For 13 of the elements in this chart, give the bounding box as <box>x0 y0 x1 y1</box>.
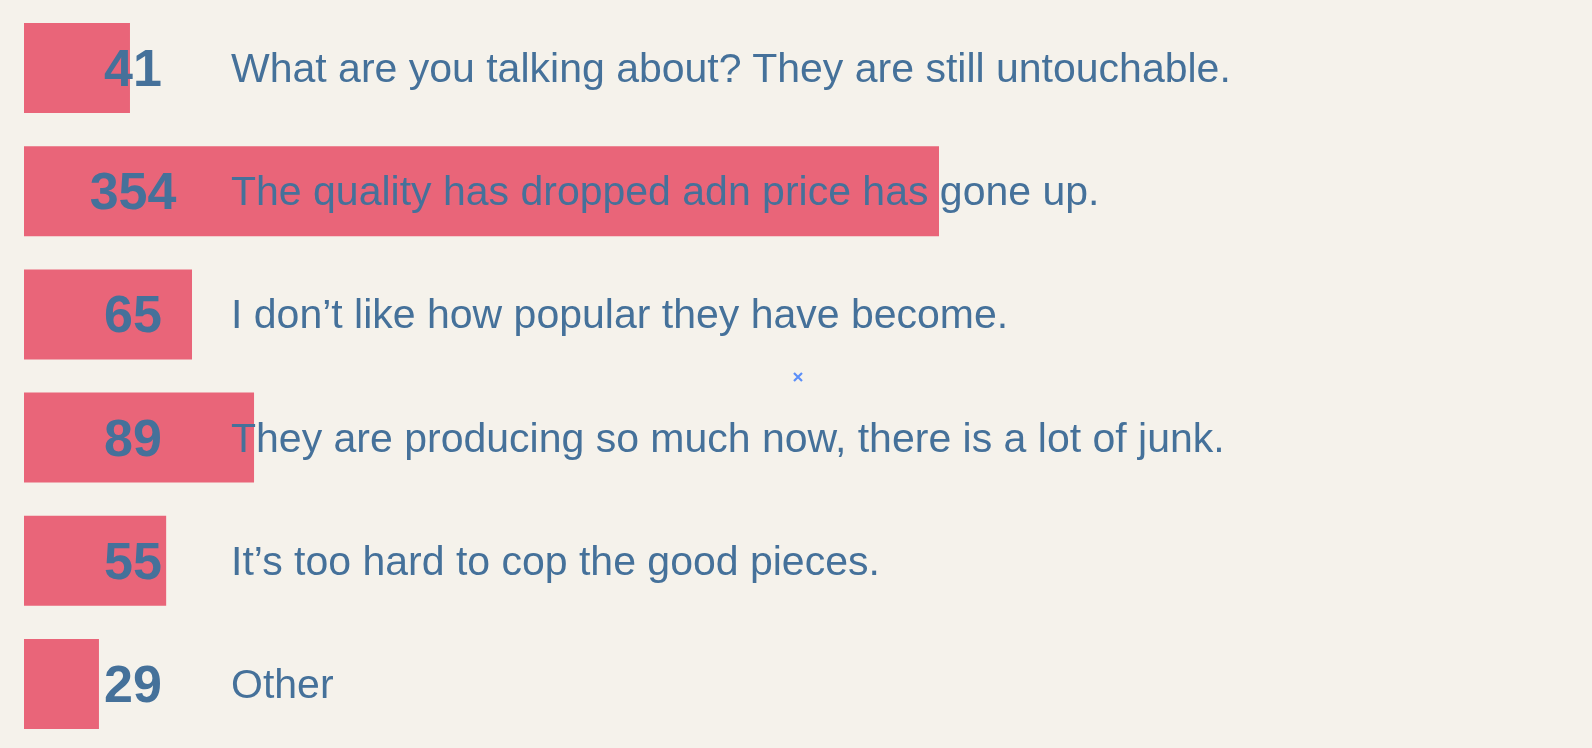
data-label: 89 <box>104 408 162 467</box>
y-tick-label: It’s too hard to cop the good pieces. <box>231 537 880 584</box>
bar <box>24 515 167 606</box>
y-tick-label: What are you talking about? They are still untouchable. <box>231 45 1231 91</box>
bar <box>24 269 193 360</box>
data-label: 65 <box>104 285 162 344</box>
bar <box>24 639 99 729</box>
y-tick-label: I don’t like how popular they have become. <box>231 291 1009 338</box>
y-tick-label: The quality has dropped adn price has gone up. <box>231 168 1100 215</box>
data-label: 55 <box>104 531 162 590</box>
data-label: 29 <box>104 655 162 713</box>
data-label: 354 <box>89 162 177 221</box>
y-tick-label: Other <box>231 661 334 707</box>
